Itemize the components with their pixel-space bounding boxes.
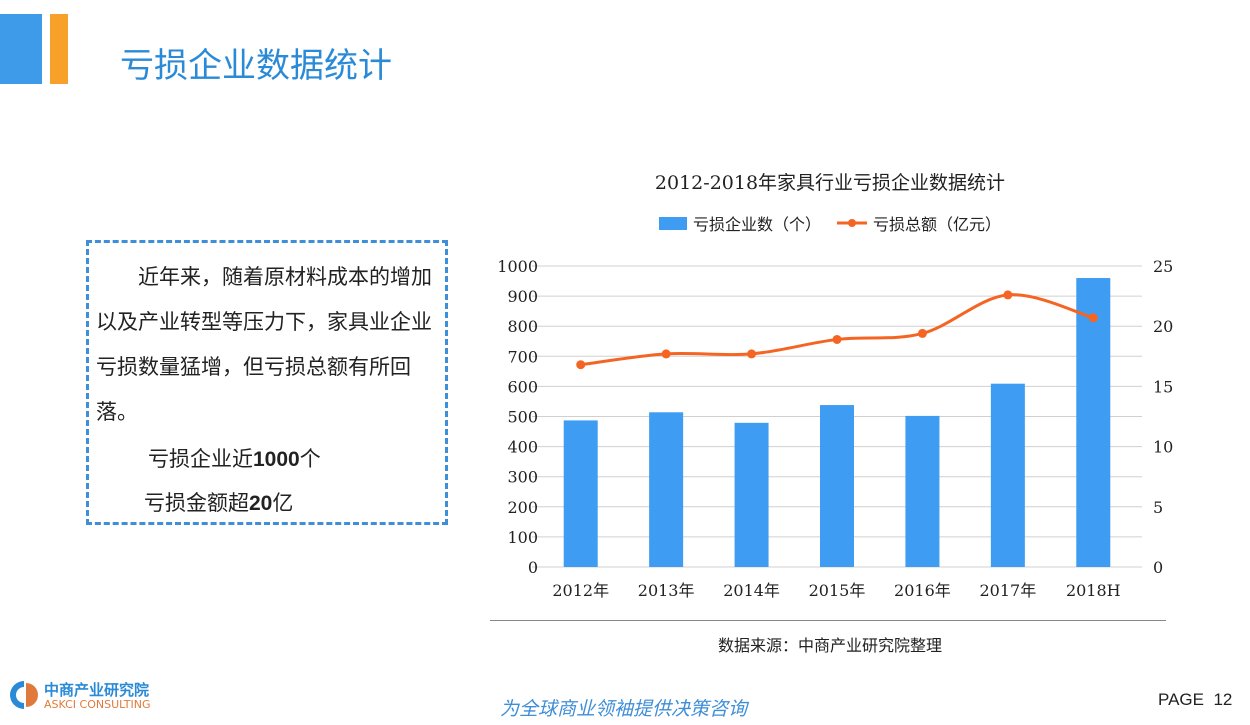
y-tick-right: 15 — [1153, 377, 1173, 396]
y-tick-left: 500 — [507, 408, 538, 427]
bar — [734, 422, 769, 567]
bar — [990, 383, 1025, 567]
legend-bar: 亏损企业数（个） — [658, 211, 821, 235]
accent-bar-orange — [50, 14, 68, 84]
y-tick-right: 20 — [1153, 317, 1173, 336]
x-tick-label: 2016年 — [894, 581, 951, 600]
highlight-loss-amount: 亏损金额超20亿 — [144, 491, 294, 515]
bar — [649, 412, 684, 567]
y-tick-left: 200 — [507, 498, 538, 517]
x-tick-label: 2014年 — [723, 581, 780, 600]
x-tick-label: 2017年 — [979, 581, 1036, 600]
summary-box — [86, 240, 448, 525]
line-point — [1088, 313, 1098, 323]
y-tick-right: 0 — [1153, 558, 1163, 577]
x-tick-label: 2015年 — [809, 581, 866, 600]
line-point — [832, 334, 842, 344]
y-tick-left: 700 — [507, 347, 538, 366]
y-tick-left: 800 — [507, 317, 538, 336]
bar — [820, 405, 854, 567]
line-point — [917, 328, 927, 338]
chart-legend: 亏损企业数（个） 亏损总额（亿元） — [490, 211, 1170, 235]
y-tick-right: 25 — [1153, 257, 1173, 276]
y-tick-right: 5 — [1153, 498, 1163, 517]
divider — [490, 620, 1166, 621]
bar — [1076, 278, 1111, 567]
highlight-loss-count: 亏损企业近1000个 — [148, 447, 321, 471]
y-tick-right: 10 — [1153, 438, 1173, 457]
x-tick-label: 2018H — [1066, 581, 1121, 600]
line-point — [661, 349, 671, 359]
source-note: 数据来源：中商产业研究院整理 — [717, 636, 942, 655]
y-tick-left: 600 — [507, 377, 538, 396]
line-point — [576, 360, 586, 370]
y-tick-left: 100 — [507, 528, 538, 547]
y-tick-left: 900 — [507, 287, 538, 306]
accent-bar-blue — [0, 14, 42, 84]
line-point — [1003, 290, 1013, 300]
y-tick-left: 0 — [528, 558, 538, 577]
page-title: 亏损企业数据统计 — [120, 46, 392, 86]
bar — [905, 415, 940, 567]
x-tick-label: 2012年 — [552, 581, 609, 600]
legend-line: 亏损总额（亿元） — [837, 211, 1001, 235]
x-tick-label: 2013年 — [638, 581, 695, 600]
chart-title: 2012-2018年家具行业亏损企业数据统计 — [654, 172, 1006, 194]
company-logo: 中商产业研究院 ASKCI CONSULTING — [8, 679, 150, 711]
line-series — [580, 293, 1094, 367]
y-tick-left: 1000 — [497, 257, 538, 276]
footer-slogan: 为全球商业领袖提供决策咨询 — [500, 698, 748, 720]
y-tick-left: 400 — [507, 438, 538, 457]
y-tick-left: 300 — [507, 468, 538, 487]
bar — [563, 420, 598, 567]
summary-paragraph: 近年来，随着原材料成本的增加以及产业转型等压力下，家具业企业亏损数量猛增，但亏损… — [96, 265, 432, 424]
page-number: PAGE 12 — [1158, 690, 1233, 709]
line-point — [747, 349, 757, 359]
